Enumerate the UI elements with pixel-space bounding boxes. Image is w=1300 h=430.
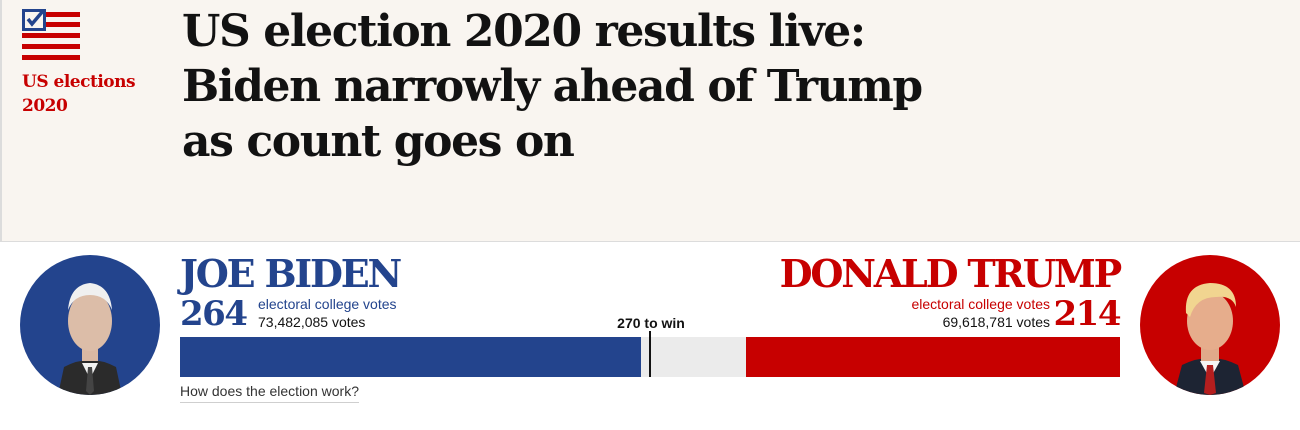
threshold-line xyxy=(649,331,651,377)
biden-ev-label: electoral college votes xyxy=(258,296,397,312)
biden-popular-votes: 73,482,085 votes xyxy=(258,314,366,330)
biden-electoral-votes: 264 xyxy=(180,294,248,334)
trump-name: DONALD TRUMP xyxy=(779,251,1123,296)
biden-portrait xyxy=(20,255,160,395)
electoral-vote-bar xyxy=(180,331,1120,377)
threshold-label: 270 to win xyxy=(617,315,685,331)
us-flag-checkbox-icon xyxy=(22,9,80,61)
header: US elections 2020 US election 2020 resul… xyxy=(0,0,1300,242)
how-election-works-link[interactable]: How does the election work? xyxy=(180,383,359,403)
biden-name: JOE BIDEN xyxy=(180,251,402,296)
page-title: US election 2020 results live: Biden nar… xyxy=(182,6,923,167)
trump-vote-bar xyxy=(746,337,1120,377)
trump-ev-label: electoral college votes xyxy=(911,296,1050,312)
trump-portrait xyxy=(1140,255,1280,395)
results-banner: JOE BIDEN 264 electoral college votes 73… xyxy=(0,242,1300,430)
section-kicker[interactable]: US elections 2020 xyxy=(22,72,136,116)
biden-vote-bar xyxy=(180,337,642,377)
trump-electoral-votes: 214 xyxy=(1053,294,1122,334)
trump-popular-votes: 69,618,781 votes xyxy=(942,314,1050,330)
